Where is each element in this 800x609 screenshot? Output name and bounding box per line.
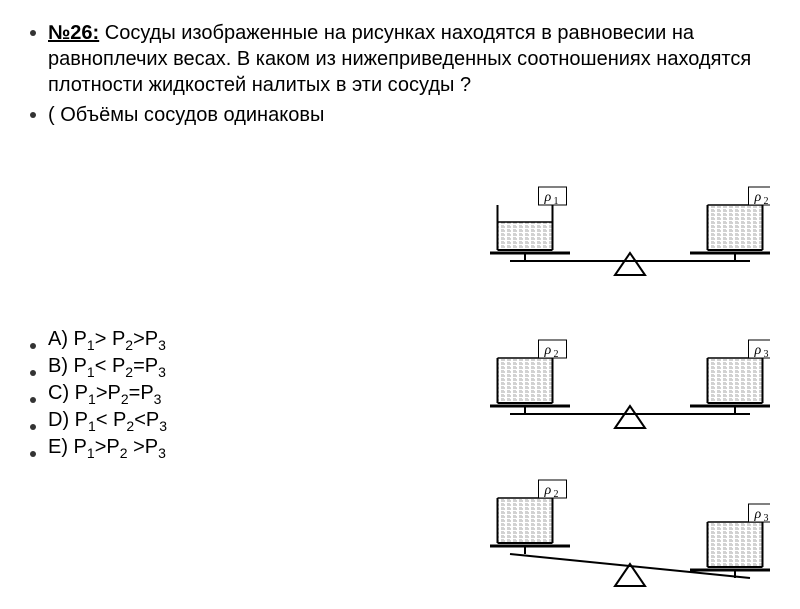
bullet-icon xyxy=(30,370,36,376)
svg-text:2: 2 xyxy=(764,196,769,207)
bullet-icon xyxy=(30,424,36,430)
scale-diagram-3: ρ 2 ρ 3 xyxy=(490,451,770,601)
bullet-icon xyxy=(30,343,36,349)
bullet-icon xyxy=(30,397,36,403)
svg-text:ρ: ρ xyxy=(544,190,552,205)
diagrams-container: ρ 1 ρ 2 xyxy=(490,145,770,609)
svg-text:ρ: ρ xyxy=(544,483,552,498)
scale-diagram-2: ρ 2 ρ 3 xyxy=(490,298,770,443)
bullet-icon xyxy=(30,451,36,457)
answer-formula: Р1< Р2=Р3 xyxy=(68,355,166,377)
question-number: №26: xyxy=(48,22,99,44)
svg-text:1: 1 xyxy=(554,196,559,207)
svg-text:2: 2 xyxy=(554,489,559,500)
svg-text:3: 3 xyxy=(764,513,769,524)
svg-text:ρ: ρ xyxy=(754,190,762,205)
answer-formula: Р1> Р2>Р3 xyxy=(68,328,166,350)
answer-formula: Р1>Р2=Р3 xyxy=(69,382,161,404)
bullet-icon xyxy=(30,30,36,36)
question-text: №26: Сосуды изображенные на рисунках нах… xyxy=(48,20,770,98)
question-body: Сосуды изображенные на рисунках находятс… xyxy=(48,22,751,96)
svg-text:3: 3 xyxy=(764,349,769,360)
volume-note-block: ( Объёмы сосудов одинаковы xyxy=(30,102,770,128)
bullet-icon xyxy=(30,112,36,118)
answer-formula: Р1>Р2 >Р3 xyxy=(68,436,166,458)
svg-text:ρ: ρ xyxy=(754,507,762,522)
scale-diagram-1: ρ 1 ρ 2 xyxy=(490,145,770,290)
volume-note: ( Объёмы сосудов одинаковы xyxy=(48,102,324,128)
svg-text:ρ: ρ xyxy=(754,343,762,358)
answer-formula: Р1< Р2<Р3 xyxy=(69,409,167,431)
svg-text:2: 2 xyxy=(554,349,559,360)
svg-text:ρ: ρ xyxy=(544,343,552,358)
question-block: №26: Сосуды изображенные на рисунках нах… xyxy=(30,20,770,98)
